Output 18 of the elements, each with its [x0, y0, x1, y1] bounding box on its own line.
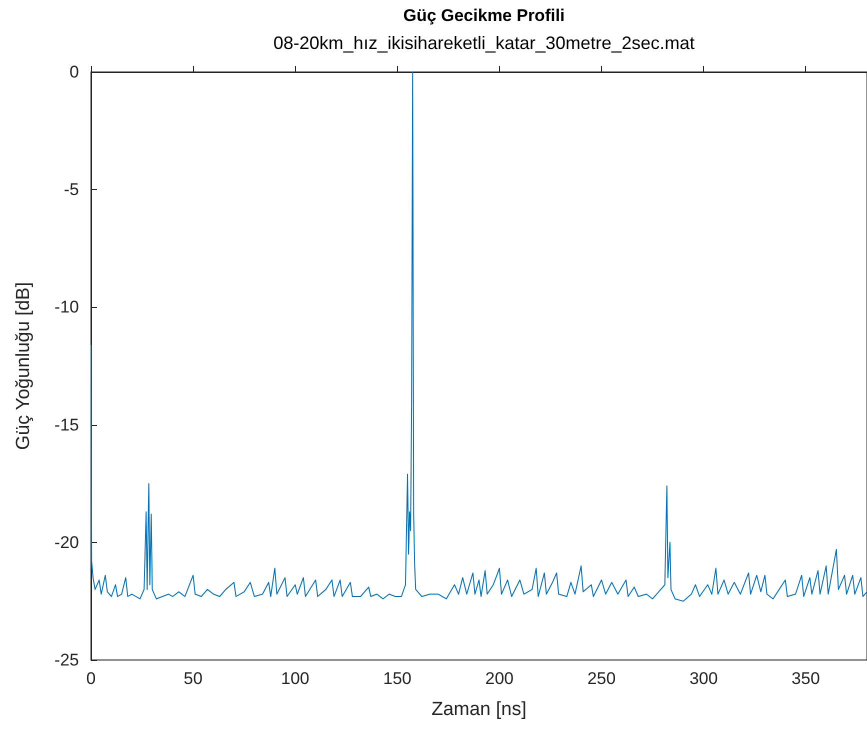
x-tick-label: 350: [792, 669, 820, 688]
x-tick-label: 150: [383, 669, 412, 688]
y-tick-label: -20: [54, 532, 79, 552]
y-tick-label: -10: [54, 298, 79, 317]
x-tick-label: 200: [485, 669, 514, 688]
x-tick-label: 250: [587, 669, 616, 688]
x-tick-label: 50: [184, 669, 203, 688]
x-tick-label: 0: [86, 669, 96, 688]
chart-title: Güç Gecikme Profili: [403, 6, 565, 25]
x-axis-title: Zaman [ns]: [431, 699, 527, 720]
y-axis-title: Güç Yoğunluğu [dB]: [13, 282, 34, 450]
y-tick-label: -25: [54, 650, 79, 670]
y-tick-label: -5: [64, 180, 79, 200]
y-tick-label: -15: [54, 415, 79, 434]
x-tick-label: 300: [689, 669, 718, 688]
chart-subtitle: 08-20km_hız_ikisihareketli_katar_30metre_2sec.mat: [273, 33, 695, 53]
y-tick-label: 0: [70, 62, 79, 82]
x-tick-label: 100: [281, 669, 310, 688]
